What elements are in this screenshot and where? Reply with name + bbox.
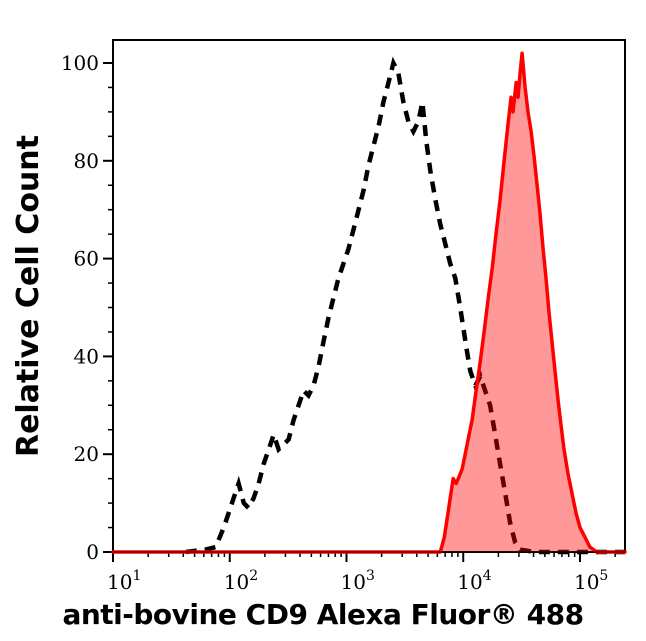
x-tick-label: 101 <box>107 568 141 594</box>
x-axis-title: anti-bovine CD9 Alexa Fluor® 488 <box>62 598 584 631</box>
y-tick-label: 60 <box>74 247 99 271</box>
y-axis-title: Relative Cell Count <box>11 135 46 458</box>
cd9-stained-histogram-red-fill <box>113 53 625 552</box>
y-tick-label: 80 <box>74 149 99 173</box>
y-axis: 0 20 40 60 80 100 <box>61 51 113 564</box>
x-tick-label: 103 <box>340 568 374 594</box>
y-tick-label: 40 <box>74 344 99 368</box>
x-tick-label: 102 <box>224 568 258 594</box>
cd9-stained-histogram-red-line <box>111 51 627 554</box>
x-tick-label: 104 <box>457 568 491 594</box>
y-tick-label: 0 <box>86 540 99 564</box>
x-axis: 101 102 103 104 105 <box>107 552 616 594</box>
y-tick-label: 20 <box>74 442 99 466</box>
x-tick-label: 105 <box>574 568 608 594</box>
y-tick-label: 100 <box>61 51 99 75</box>
